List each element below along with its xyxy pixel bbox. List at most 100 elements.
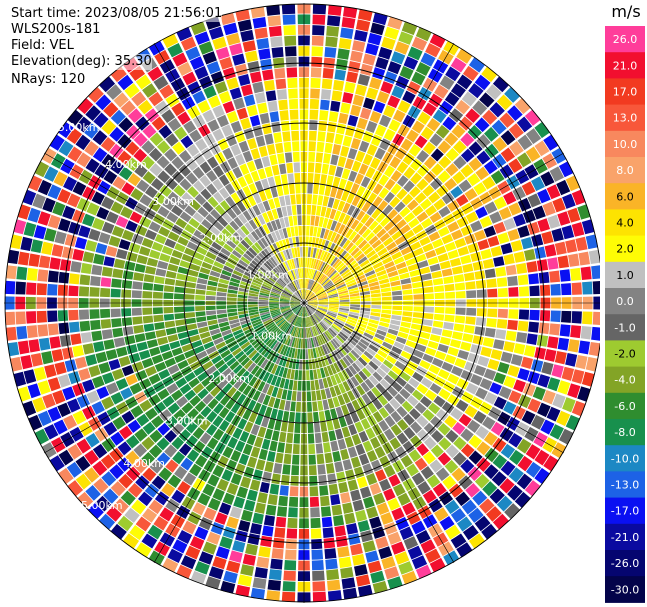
range-gate-cell bbox=[218, 278, 230, 285]
range-gate-cell bbox=[291, 141, 300, 152]
range-gate-cell bbox=[356, 277, 367, 284]
range-gate-cell bbox=[400, 246, 412, 256]
range-gate-cell bbox=[461, 91, 477, 107]
range-gate-cell bbox=[288, 496, 299, 507]
range-gate-cell bbox=[171, 170, 185, 184]
range-gate-cell bbox=[558, 161, 574, 178]
range-gate-cell bbox=[357, 9, 373, 22]
range-gate-cell bbox=[195, 306, 206, 312]
range-gate-cell bbox=[493, 221, 507, 234]
range-gate-cell bbox=[571, 282, 582, 295]
range-gate-cell bbox=[54, 361, 67, 375]
range-gate-cell bbox=[138, 349, 151, 360]
range-gate-cell bbox=[333, 233, 341, 244]
range-gate-cell bbox=[499, 112, 515, 128]
range-gate-cell bbox=[250, 446, 261, 458]
range-gate-cell bbox=[323, 229, 330, 240]
range-gate-cell bbox=[202, 109, 216, 123]
range-gate-cell bbox=[412, 247, 424, 257]
range-gate-cell bbox=[383, 128, 396, 142]
range-gate-cell bbox=[293, 305, 302, 313]
range-gate-cell bbox=[354, 373, 364, 384]
range-gate-cell bbox=[316, 141, 325, 153]
range-gate-cell bbox=[242, 553, 256, 566]
range-gate-cell bbox=[327, 398, 335, 409]
range-ring-label: 2.00km bbox=[200, 232, 242, 245]
range-gate-cell bbox=[402, 440, 415, 454]
range-gate-cell bbox=[126, 125, 141, 140]
range-gate-cell bbox=[327, 473, 337, 485]
range-gate-cell bbox=[319, 110, 329, 121]
range-gate-cell bbox=[326, 313, 336, 320]
range-gate-cell bbox=[391, 381, 403, 393]
range-gate-cell bbox=[214, 512, 228, 525]
range-gate-cell bbox=[567, 339, 580, 353]
range-gate-cell bbox=[531, 359, 544, 372]
range-gate-cell bbox=[354, 421, 365, 433]
range-gate-cell bbox=[282, 581, 296, 592]
range-gate-cell bbox=[474, 515, 491, 532]
range-gate-cell bbox=[376, 91, 390, 104]
range-gate-cell bbox=[360, 353, 371, 364]
range-gate-cell bbox=[252, 204, 261, 216]
range-gate-cell bbox=[312, 314, 320, 323]
range-gate-cell bbox=[286, 285, 294, 293]
range-gate-cell bbox=[38, 337, 51, 351]
range-gate-cell bbox=[582, 311, 593, 325]
range-gate-cell bbox=[309, 316, 315, 326]
range-gate-cell bbox=[379, 478, 392, 492]
range-gate-cell bbox=[464, 188, 478, 201]
range-gate-cell bbox=[93, 112, 109, 128]
range-gate-cell bbox=[279, 298, 290, 302]
range-gate-cell bbox=[295, 194, 301, 205]
range-gate-cell bbox=[227, 308, 238, 313]
range-gate-cell bbox=[290, 299, 301, 303]
range-gate-cell bbox=[86, 202, 100, 216]
nrays-text: NRays: 120 bbox=[11, 72, 86, 88]
range-gate-cell bbox=[328, 307, 339, 312]
range-gate-cell bbox=[234, 266, 245, 274]
range-gate-cell bbox=[57, 284, 69, 296]
range-gate-cell bbox=[141, 436, 155, 451]
range-gate-cell bbox=[52, 201, 66, 216]
range-gate-cell bbox=[405, 257, 417, 266]
range-gate-cell bbox=[557, 380, 571, 395]
range-gate-cell bbox=[306, 327, 309, 338]
range-gate-cell bbox=[399, 66, 414, 80]
range-gate-cell bbox=[231, 325, 242, 333]
range-gate-cell bbox=[358, 140, 370, 153]
range-gate-cell bbox=[456, 216, 469, 228]
range-gate-cell bbox=[297, 290, 303, 300]
range-gate-cell bbox=[113, 92, 129, 108]
range-gate-cell bbox=[252, 577, 267, 589]
range-gate-cell bbox=[379, 282, 391, 289]
range-gate-cell bbox=[451, 365, 463, 377]
range-gate-cell bbox=[137, 491, 153, 507]
range-gate-cell bbox=[53, 419, 68, 435]
range-gate-cell bbox=[287, 422, 295, 433]
range-gate-cell bbox=[322, 68, 334, 79]
range-gate-cell bbox=[195, 294, 206, 300]
range-gate-cell bbox=[293, 294, 301, 301]
range-gate-cell bbox=[263, 348, 272, 358]
range-gate-cell bbox=[508, 309, 519, 319]
range-gate-cell bbox=[213, 374, 225, 385]
range-gate-cell bbox=[442, 116, 457, 131]
range-gate-cell bbox=[209, 225, 221, 236]
range-gate-cell bbox=[314, 379, 320, 390]
range-gate-cell bbox=[342, 587, 358, 600]
range-gate-cell bbox=[271, 289, 281, 295]
range-gate-cell bbox=[370, 312, 381, 317]
range-gate-cell bbox=[207, 319, 218, 326]
range-gate-cell bbox=[431, 327, 443, 336]
range-gate-cell bbox=[377, 247, 388, 257]
range-gate-cell bbox=[292, 358, 297, 370]
range-gate-cell bbox=[178, 149, 192, 163]
range-gate-cell bbox=[288, 283, 296, 292]
range-gate-cell bbox=[403, 229, 415, 240]
range-gate-cell bbox=[525, 146, 541, 162]
range-gate-cell bbox=[278, 332, 286, 342]
range-gate-cell bbox=[135, 542, 152, 558]
range-gate-cell bbox=[264, 428, 273, 440]
range-gate-cell bbox=[229, 360, 240, 371]
